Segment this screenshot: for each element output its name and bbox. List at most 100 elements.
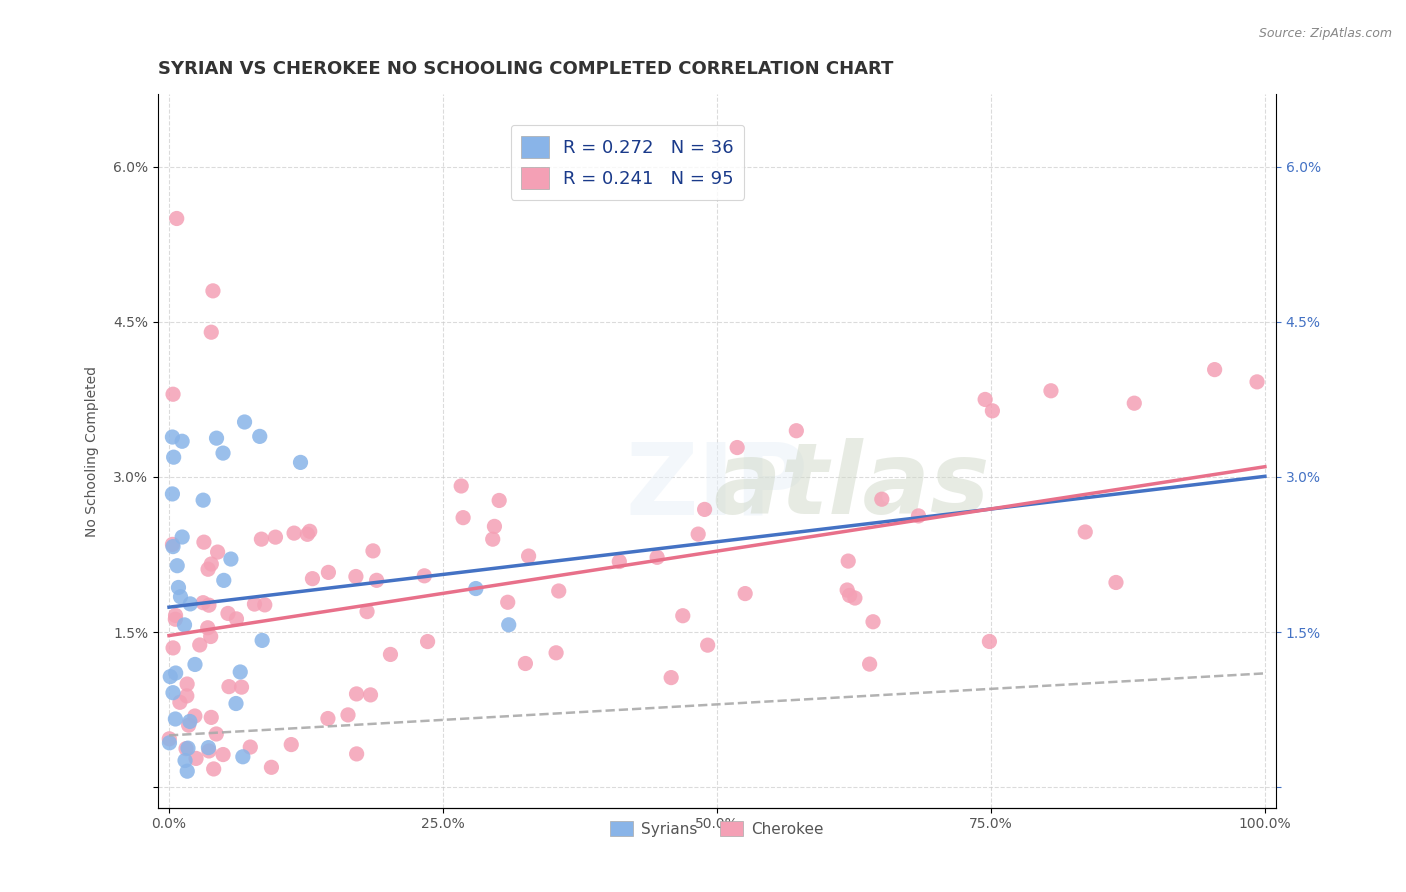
Point	[464, 582, 486, 596]
Point	[157, 731, 180, 746]
Point	[337, 707, 360, 722]
Point	[659, 671, 682, 685]
Text: SYRIAN VS CHEROKEE NO SCHOOLING COMPLETED CORRELATION CHART: SYRIAN VS CHEROKEE NO SCHOOLING COMPLETE…	[157, 60, 893, 78]
Point	[979, 634, 1001, 648]
Point	[250, 633, 273, 648]
Point	[197, 621, 219, 635]
Point	[165, 612, 187, 626]
Point	[356, 605, 378, 619]
Point	[862, 615, 884, 629]
Point	[974, 392, 997, 407]
Point	[981, 404, 1004, 418]
Point	[177, 741, 200, 756]
Point	[162, 686, 184, 700]
Point	[173, 618, 195, 632]
Point	[283, 526, 305, 541]
Point	[231, 680, 253, 694]
Point	[176, 677, 198, 691]
Point	[198, 744, 221, 758]
Text: Source: ZipAtlas.com: Source: ZipAtlas.com	[1258, 27, 1392, 40]
Point	[607, 554, 630, 568]
Point	[225, 612, 247, 626]
Point	[188, 638, 211, 652]
Point	[416, 634, 439, 648]
Point	[169, 590, 191, 604]
Point	[249, 429, 271, 443]
Point	[169, 695, 191, 709]
Point	[1246, 375, 1268, 389]
Point	[366, 574, 388, 588]
Point	[243, 597, 266, 611]
Point	[200, 710, 222, 724]
Point	[1039, 384, 1062, 398]
Point	[200, 325, 222, 339]
Point	[162, 387, 184, 401]
Point	[361, 544, 384, 558]
Point	[174, 741, 197, 756]
Point	[672, 608, 695, 623]
Point	[179, 714, 201, 729]
Text: atlas: atlas	[713, 438, 990, 535]
Point	[696, 638, 718, 652]
Point	[200, 630, 222, 644]
Point	[360, 688, 382, 702]
Point	[250, 532, 273, 546]
Point	[1105, 575, 1128, 590]
Point	[166, 558, 188, 573]
Point	[380, 648, 402, 662]
Point	[162, 430, 184, 444]
Point	[481, 532, 503, 546]
Point	[488, 493, 510, 508]
Point	[197, 740, 219, 755]
Point	[229, 665, 252, 679]
Point	[165, 712, 187, 726]
Point	[179, 597, 201, 611]
Point	[162, 640, 184, 655]
Point	[1123, 396, 1146, 410]
Point	[217, 607, 239, 621]
Point	[413, 569, 436, 583]
Point	[165, 608, 187, 623]
Point	[838, 589, 860, 603]
Point	[184, 709, 207, 723]
Point	[184, 657, 207, 672]
Point	[484, 519, 506, 533]
Point	[232, 749, 254, 764]
Point	[174, 754, 197, 768]
Point	[546, 646, 568, 660]
Point	[547, 584, 569, 599]
Point	[301, 572, 323, 586]
Point	[225, 697, 247, 711]
Point	[205, 727, 228, 741]
Point	[870, 492, 893, 507]
Point	[239, 739, 262, 754]
Point	[163, 450, 186, 465]
Point	[207, 545, 229, 559]
Point	[844, 591, 866, 605]
Point	[280, 738, 302, 752]
Point	[191, 493, 214, 508]
Legend: Syrians, Cherokee: Syrians, Cherokee	[605, 814, 830, 843]
Point	[693, 502, 716, 516]
Point	[346, 747, 368, 761]
Point	[197, 562, 219, 576]
Point	[205, 431, 228, 445]
Point	[176, 689, 198, 703]
Text: ZIP: ZIP	[626, 438, 808, 535]
Point	[176, 764, 198, 779]
Point	[725, 441, 748, 455]
Point	[859, 657, 882, 672]
Point	[166, 211, 188, 226]
Point	[162, 540, 184, 554]
Point	[316, 712, 339, 726]
Point	[212, 747, 235, 762]
Point	[344, 569, 367, 583]
Point	[167, 581, 190, 595]
Point	[734, 586, 756, 600]
Point	[517, 549, 540, 563]
Point	[198, 598, 221, 612]
Point	[202, 762, 225, 776]
Point	[172, 434, 194, 449]
Point	[907, 508, 929, 523]
Point	[159, 670, 181, 684]
